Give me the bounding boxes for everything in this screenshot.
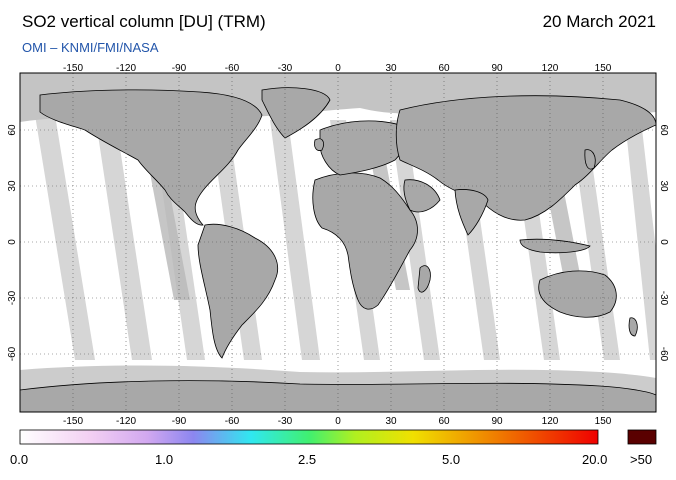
indonesia bbox=[519, 238, 591, 254]
europe bbox=[319, 120, 406, 176]
graticule bbox=[20, 73, 656, 412]
colorbar bbox=[19, 429, 599, 445]
arabia bbox=[403, 179, 441, 213]
lon-tick-top: -30 bbox=[278, 63, 293, 74]
map-title: SO2 vertical column [DU] (TRM) bbox=[22, 12, 266, 31]
lon-tick-top: -90 bbox=[172, 63, 187, 74]
lon-tick-top: 120 bbox=[542, 63, 559, 74]
colorbar-overflow-swatch bbox=[627, 429, 657, 445]
colorbar-label: 0.0 bbox=[10, 452, 29, 467]
lon-tick-top: 90 bbox=[491, 63, 503, 74]
colorbar-label: 20.0 bbox=[582, 452, 608, 467]
lon-tick-bottom: 90 bbox=[491, 416, 503, 427]
colorbar-label: 2.5 bbox=[298, 452, 317, 467]
lon-tick-top: -120 bbox=[116, 63, 136, 74]
lat-tick-left: 30 bbox=[7, 180, 18, 192]
australia bbox=[538, 270, 617, 318]
lat-tick-left: 60 bbox=[7, 124, 18, 136]
lat-tick-right: 60 bbox=[658, 124, 669, 136]
map-date: 20 March 2021 bbox=[542, 12, 656, 31]
north-america bbox=[39, 89, 263, 226]
lon-tick-bottom: -30 bbox=[278, 416, 293, 427]
lon-tick-bottom: 0 bbox=[335, 416, 341, 427]
lon-tick-bottom: 120 bbox=[542, 416, 559, 427]
lat-ticks-left: 60 30 0 -30 -60 bbox=[7, 124, 18, 361]
lon-ticks-top: -150 -120 -90 -60 -30 0 30 60 90 120 150 bbox=[63, 63, 612, 74]
lon-tick-bottom: -90 bbox=[172, 416, 187, 427]
colorbar-overflow-label: >50 bbox=[630, 452, 653, 467]
lon-tick-top: 30 bbox=[385, 63, 397, 74]
lat-tick-left: -30 bbox=[7, 290, 18, 305]
lon-tick-bottom: 30 bbox=[385, 416, 397, 427]
uk bbox=[314, 138, 324, 151]
antarctica bbox=[20, 380, 656, 412]
map-border bbox=[19, 72, 657, 413]
lat-tick-right: 0 bbox=[658, 239, 669, 245]
japan bbox=[584, 149, 596, 170]
lon-tick-top: 150 bbox=[595, 63, 612, 74]
india bbox=[454, 189, 489, 236]
lon-tick-top: 0 bbox=[335, 63, 341, 74]
colorbar-label: 5.0 bbox=[442, 452, 461, 467]
data-credit: OMI – KNMI/FMI/NASA bbox=[22, 40, 159, 55]
new-zealand bbox=[628, 317, 638, 337]
lon-tick-bottom: -60 bbox=[225, 416, 240, 427]
africa bbox=[312, 172, 418, 310]
greenland bbox=[261, 87, 331, 139]
lat-tick-right: -60 bbox=[658, 347, 669, 362]
lon-tick-bottom: 150 bbox=[595, 416, 612, 427]
madagascar bbox=[417, 265, 431, 293]
lon-tick-bottom: 60 bbox=[438, 416, 450, 427]
lat-tick-right: 30 bbox=[658, 180, 669, 192]
lat-ticks-right: 60 30 0 -30 -60 bbox=[658, 124, 669, 361]
lon-tick-bottom: -150 bbox=[63, 416, 83, 427]
south-america bbox=[197, 223, 279, 359]
lon-tick-top: -150 bbox=[63, 63, 83, 74]
lon-tick-bottom: -120 bbox=[116, 416, 136, 427]
lat-tick-left: 0 bbox=[7, 239, 18, 245]
lon-tick-top: -60 bbox=[225, 63, 240, 74]
colorbar-label: 1.0 bbox=[155, 452, 174, 467]
lat-tick-left: -60 bbox=[7, 346, 18, 361]
land-masses bbox=[20, 87, 656, 412]
lon-ticks-bottom: -150 -120 -90 -60 -30 0 30 60 90 120 150 bbox=[63, 416, 612, 427]
lon-tick-top: 60 bbox=[438, 63, 450, 74]
lat-tick-right: -30 bbox=[658, 291, 669, 306]
asia bbox=[395, 95, 656, 221]
